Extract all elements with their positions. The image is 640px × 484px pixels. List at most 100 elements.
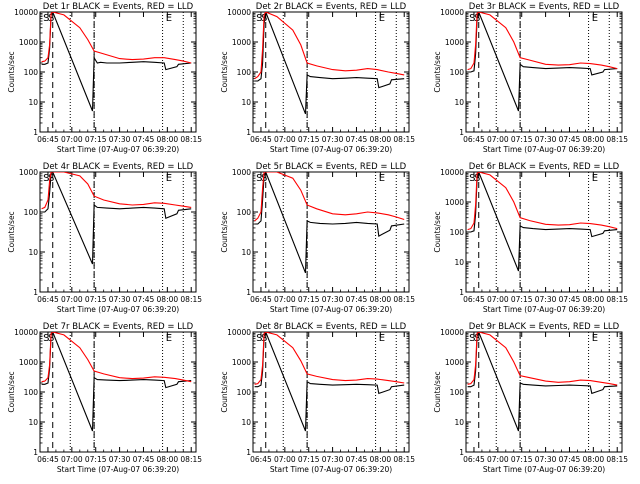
y-tick-label: 1 xyxy=(33,128,38,137)
series-line-lld xyxy=(254,172,405,222)
y-tick-label: 1 xyxy=(459,448,464,457)
panel-det-3: Det 3r BLACK = Events, RED = LLD 1 10 100 10… xyxy=(433,2,628,154)
y-tick-label: 10 xyxy=(28,418,38,427)
x-tick-label: 07:00 xyxy=(61,295,83,304)
x-tick-label: 07:30 xyxy=(535,135,557,144)
plot-frame xyxy=(465,11,623,133)
end-marker-label: E xyxy=(592,13,598,24)
y-tick-label: 10 xyxy=(28,248,38,257)
series-line-lld xyxy=(467,172,618,231)
x-tick-label: 07:30 xyxy=(109,295,131,304)
plot-frame xyxy=(465,331,623,453)
y-tick-label: 100 xyxy=(450,228,465,237)
x-tick-label: 08:00 xyxy=(370,135,392,144)
x-tick-label: 07:00 xyxy=(61,455,83,464)
x-tick-label: 06:45 xyxy=(250,135,272,144)
series-line-events xyxy=(41,12,192,112)
y-tick-label: 10000 xyxy=(440,328,464,337)
y-tick-label: 100 xyxy=(237,388,252,397)
panel-title: Det 3r BLACK = Events, RED = LLD xyxy=(469,2,620,12)
series-line-events xyxy=(41,332,192,432)
x-axis-label: Start Time (07-Aug-07 06:39:20) xyxy=(483,465,605,474)
x-tick-label: 07:15 xyxy=(511,135,533,144)
y-axis-label: Counts/sec xyxy=(433,51,442,92)
series-line-lld xyxy=(467,12,618,71)
x-tick-label: 07:45 xyxy=(346,135,368,144)
plot-frame xyxy=(39,331,197,453)
x-tick-label: 08:15 xyxy=(393,295,415,304)
x-tick-label: 07:45 xyxy=(133,295,155,304)
y-tick-label: 1000 xyxy=(19,38,38,47)
y-tick-label: 10 xyxy=(454,98,464,107)
x-tick-label: 06:45 xyxy=(37,455,59,464)
end-marker-label: E xyxy=(166,333,172,344)
start-marker-label: S xyxy=(43,333,49,344)
y-tick-label: 100 xyxy=(237,208,252,217)
x-tick-label: 07:30 xyxy=(109,135,131,144)
y-axis-label: Counts/sec xyxy=(220,211,229,252)
y-tick-label: 10000 xyxy=(14,328,38,337)
x-tick-label: 07:00 xyxy=(274,135,296,144)
x-tick-label: 07:30 xyxy=(322,135,344,144)
y-axis-label: Counts/sec xyxy=(7,211,16,252)
series-line-events xyxy=(467,332,618,432)
series-line-events xyxy=(41,172,192,265)
x-tick-label: 08:00 xyxy=(583,295,605,304)
x-axis-label: Start Time (07-Aug-07 06:39:20) xyxy=(270,145,392,154)
y-tick-label: 1 xyxy=(246,128,251,137)
x-tick-label: 07:45 xyxy=(559,295,581,304)
y-tick-label: 10000 xyxy=(440,8,464,17)
series-line-lld xyxy=(41,12,192,64)
x-tick-label: 06:45 xyxy=(37,295,59,304)
panel-title: Det 6r BLACK = Events, RED = LLD xyxy=(469,162,620,172)
series-line-events xyxy=(467,172,618,272)
series-line-events xyxy=(467,12,618,112)
x-tick-label: 08:00 xyxy=(370,295,392,304)
y-tick-label: 1000 xyxy=(232,358,251,367)
x-tick-label: 07:45 xyxy=(346,455,368,464)
end-marker-label: E xyxy=(166,13,172,24)
x-tick-label: 08:00 xyxy=(583,135,605,144)
y-tick-label: 100 xyxy=(450,68,465,77)
series-line-events xyxy=(254,12,405,115)
x-tick-label: 07:30 xyxy=(322,295,344,304)
y-tick-label: 1000 xyxy=(19,358,38,367)
series-line-lld xyxy=(467,332,618,386)
y-tick-label: 1000 xyxy=(445,38,464,47)
panel-det-1: Det 1r BLACK = Events, RED = LLD 1 10 100 10… xyxy=(7,2,202,154)
y-axis-label: Counts/sec xyxy=(220,371,229,412)
x-tick-label: 07:15 xyxy=(511,455,533,464)
y-tick-label: 1000 xyxy=(232,38,251,47)
x-axis-label: Start Time (07-Aug-07 06:39:20) xyxy=(57,145,179,154)
y-tick-label: 10 xyxy=(241,98,251,107)
x-tick-label: 06:45 xyxy=(250,455,272,464)
y-tick-label: 1 xyxy=(33,448,38,457)
y-axis-label: Counts/sec xyxy=(433,211,442,252)
x-tick-label: 07:00 xyxy=(274,295,296,304)
series-line-events xyxy=(254,172,405,274)
x-tick-label: 08:00 xyxy=(583,455,605,464)
y-tick-label: 10 xyxy=(454,418,464,427)
x-tick-label: 07:00 xyxy=(274,455,296,464)
y-axis-label: Counts/sec xyxy=(433,371,442,412)
series-line-lld xyxy=(254,332,405,385)
x-tick-label: 07:15 xyxy=(85,455,107,464)
end-marker-label: E xyxy=(592,333,598,344)
x-tick-label: 06:45 xyxy=(250,295,272,304)
x-tick-label: 06:45 xyxy=(463,135,485,144)
panel-det-8: Det 8r BLACK = Events, RED = LLD 1 10 100 10… xyxy=(220,322,415,474)
y-tick-label: 1 xyxy=(246,448,251,457)
x-tick-label: 07:15 xyxy=(85,295,107,304)
x-tick-label: 08:15 xyxy=(180,135,202,144)
y-tick-label: 10000 xyxy=(440,168,464,177)
x-tick-label: 07:00 xyxy=(487,455,509,464)
x-tick-label: 08:15 xyxy=(606,135,628,144)
x-tick-label: 07:45 xyxy=(559,455,581,464)
y-tick-label: 10000 xyxy=(14,8,38,17)
x-tick-label: 07:15 xyxy=(511,295,533,304)
end-marker-label: E xyxy=(379,173,385,184)
x-axis-label: Start Time (07-Aug-07 06:39:20) xyxy=(483,305,605,314)
y-tick-label: 1 xyxy=(459,128,464,137)
plot-frame xyxy=(252,331,410,453)
